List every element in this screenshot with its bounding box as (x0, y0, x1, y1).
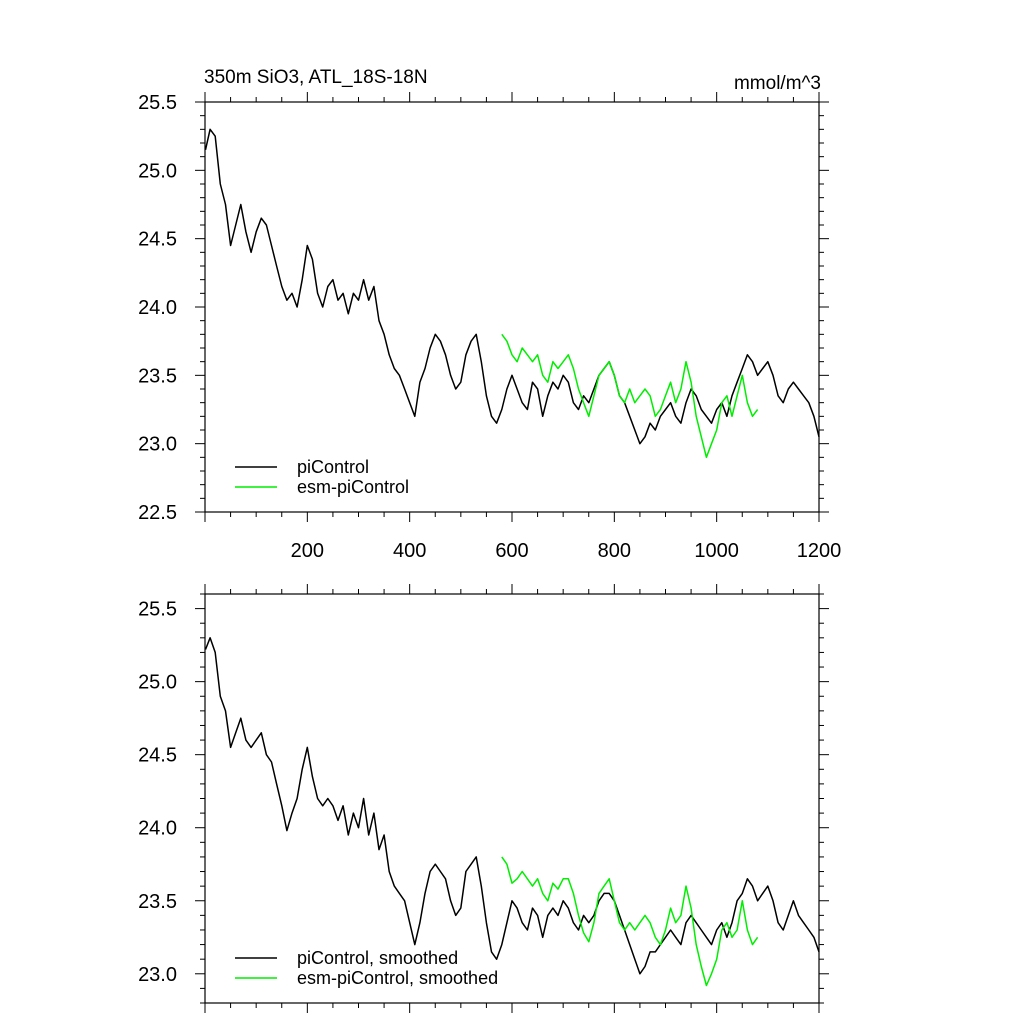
units-label: mmol/m^3 (734, 73, 821, 94)
legend-label: esm-piControl, smoothed (297, 968, 498, 988)
y-tick-label: 25.5 (138, 599, 177, 621)
x-tick-label: 1000 (694, 540, 739, 562)
series-line-picontrol (204, 128, 820, 445)
y-tick-label: 24.0 (138, 818, 177, 840)
y-tick-label: 24.5 (138, 745, 177, 767)
y-tick-label: 22.5 (138, 502, 177, 524)
y-tick-label: 23.0 (138, 434, 177, 456)
series-line-esm-picontrol-smoothed (501, 856, 759, 987)
y-tick-label: 23.0 (138, 964, 177, 986)
x-tick-label: 1200 (797, 540, 842, 562)
x-tick-label: 200 (291, 540, 324, 562)
x-tick-label: 600 (495, 540, 528, 562)
bottom-plot: 23.0 23.5 24.0 24.5 25.0 25.5 piControl, smoot… (138, 584, 829, 1013)
x-tick-label: 800 (598, 540, 631, 562)
top-plot: 200 400 600 800 1000 1200 22.5 23.0 23.5 24.0 24.5… (138, 92, 841, 562)
y-tick-label: 23.5 (138, 891, 177, 913)
y-tick-label: 24.0 (138, 297, 177, 319)
legend-label: piControl (297, 457, 369, 477)
y-tick-label: 25.0 (138, 160, 177, 182)
chart-title: 350m SiO3, ATL_18S-18N (204, 67, 428, 88)
y-tick-label: 25.5 (138, 92, 177, 114)
y-tick-label: 24.5 (138, 229, 177, 251)
legend-label: piControl, smoothed (297, 948, 458, 968)
x-tick-label: 400 (393, 540, 426, 562)
series-line-esm-picontrol (501, 333, 759, 459)
y-tick-label: 23.5 (138, 365, 177, 387)
y-tick-label: 25.0 (138, 672, 177, 694)
legend-label: esm-piControl (297, 477, 409, 497)
series-line-picontrol-smoothed (204, 637, 820, 975)
